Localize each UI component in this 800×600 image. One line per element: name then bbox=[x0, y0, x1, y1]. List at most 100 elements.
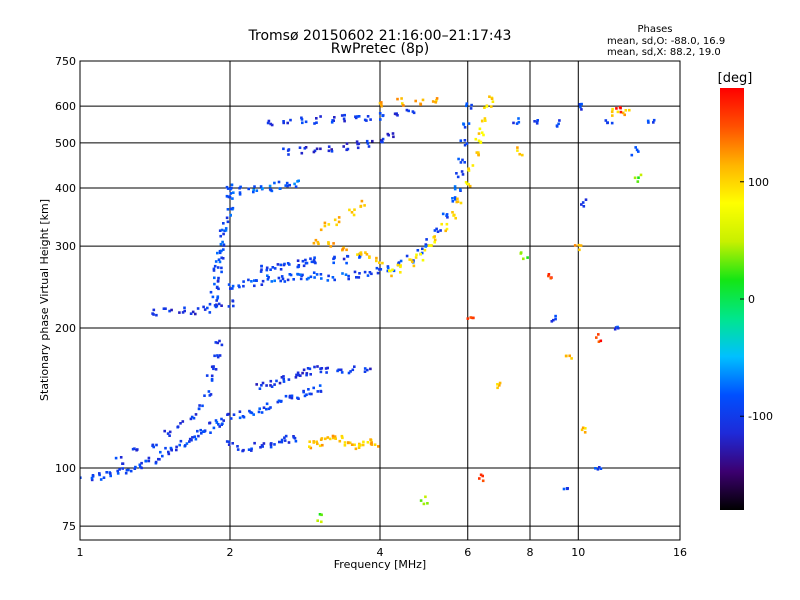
data-point bbox=[227, 305, 231, 308]
data-point bbox=[229, 187, 232, 191]
data-point bbox=[214, 368, 218, 371]
data-point bbox=[159, 450, 162, 454]
data-point bbox=[260, 384, 263, 387]
data-point bbox=[451, 200, 455, 203]
data-point bbox=[220, 228, 224, 232]
data-point bbox=[102, 476, 106, 479]
stats-heading: Phases bbox=[637, 24, 672, 35]
data-point bbox=[308, 392, 311, 396]
data-point bbox=[214, 341, 218, 344]
data-point bbox=[273, 443, 276, 446]
data-point bbox=[433, 240, 436, 244]
data-point bbox=[121, 462, 124, 465]
data-point bbox=[213, 264, 217, 268]
data-point bbox=[309, 373, 312, 376]
data-point bbox=[216, 341, 219, 345]
data-point bbox=[261, 445, 264, 448]
data-point bbox=[210, 374, 214, 378]
data-point bbox=[460, 170, 464, 173]
data-point bbox=[238, 186, 241, 190]
data-point bbox=[365, 119, 368, 122]
data-point bbox=[647, 121, 650, 124]
data-point bbox=[484, 119, 487, 122]
data-point bbox=[261, 187, 264, 190]
data-point bbox=[599, 467, 603, 470]
data-point bbox=[577, 243, 581, 247]
data-point bbox=[266, 121, 270, 125]
data-point bbox=[366, 142, 370, 145]
data-point bbox=[368, 256, 371, 259]
data-point bbox=[210, 379, 214, 382]
data-point bbox=[270, 123, 274, 127]
data-point bbox=[232, 413, 236, 416]
chart-subtitle: RwPretec (8p) bbox=[331, 41, 429, 57]
data-point bbox=[178, 443, 181, 447]
data-point bbox=[426, 502, 429, 505]
data-point bbox=[231, 197, 234, 200]
data-point bbox=[579, 244, 583, 247]
data-point bbox=[202, 305, 205, 309]
data-point bbox=[598, 466, 601, 469]
data-point bbox=[250, 280, 253, 283]
data-point bbox=[190, 415, 194, 419]
data-point bbox=[435, 227, 438, 231]
data-point bbox=[296, 371, 300, 375]
data-point bbox=[260, 411, 264, 414]
data-point bbox=[266, 274, 269, 277]
data-point bbox=[439, 229, 442, 232]
data-point bbox=[218, 354, 222, 357]
stats-o-line: mean, sd,O: -88.0, 16.9 bbox=[607, 36, 725, 47]
data-point bbox=[218, 339, 221, 343]
data-point bbox=[116, 469, 119, 473]
data-point bbox=[237, 284, 240, 287]
data-point bbox=[214, 260, 218, 263]
data-point bbox=[116, 472, 120, 475]
data-point bbox=[369, 438, 372, 441]
data-point bbox=[349, 370, 352, 373]
data-point bbox=[558, 119, 561, 122]
data-point bbox=[554, 317, 557, 321]
data-point bbox=[456, 175, 460, 179]
data-point bbox=[319, 228, 323, 232]
data-point bbox=[315, 117, 318, 120]
data-point bbox=[323, 224, 327, 228]
data-point bbox=[232, 304, 235, 308]
data-point bbox=[304, 258, 307, 262]
data-point bbox=[419, 103, 423, 106]
data-point bbox=[371, 139, 374, 143]
data-point bbox=[255, 189, 259, 192]
data-point bbox=[481, 119, 484, 123]
data-point bbox=[331, 434, 335, 438]
data-point bbox=[341, 272, 344, 275]
data-point bbox=[471, 164, 475, 167]
data-point bbox=[306, 367, 310, 370]
data-point bbox=[395, 112, 398, 116]
data-point bbox=[457, 157, 460, 161]
data-point bbox=[282, 147, 285, 151]
data-point bbox=[331, 276, 335, 279]
data-point bbox=[209, 431, 212, 434]
data-point bbox=[597, 333, 600, 336]
data-point bbox=[427, 244, 431, 247]
data-point bbox=[536, 119, 539, 122]
data-point bbox=[420, 251, 424, 255]
data-point bbox=[604, 119, 608, 122]
data-point bbox=[317, 242, 320, 246]
data-point bbox=[319, 115, 322, 118]
data-point bbox=[400, 97, 403, 100]
data-point bbox=[421, 98, 425, 102]
data-point bbox=[333, 435, 337, 438]
data-point bbox=[326, 366, 329, 370]
data-point bbox=[286, 121, 289, 125]
data-point bbox=[219, 234, 222, 238]
data-point bbox=[313, 365, 316, 369]
data-point bbox=[347, 274, 350, 278]
data-point bbox=[208, 302, 212, 306]
data-point bbox=[409, 258, 413, 262]
data-point bbox=[109, 472, 112, 475]
data-point bbox=[151, 443, 155, 447]
data-point bbox=[284, 394, 288, 398]
data-point bbox=[367, 145, 371, 148]
data-point bbox=[242, 280, 245, 283]
data-point bbox=[293, 182, 296, 186]
